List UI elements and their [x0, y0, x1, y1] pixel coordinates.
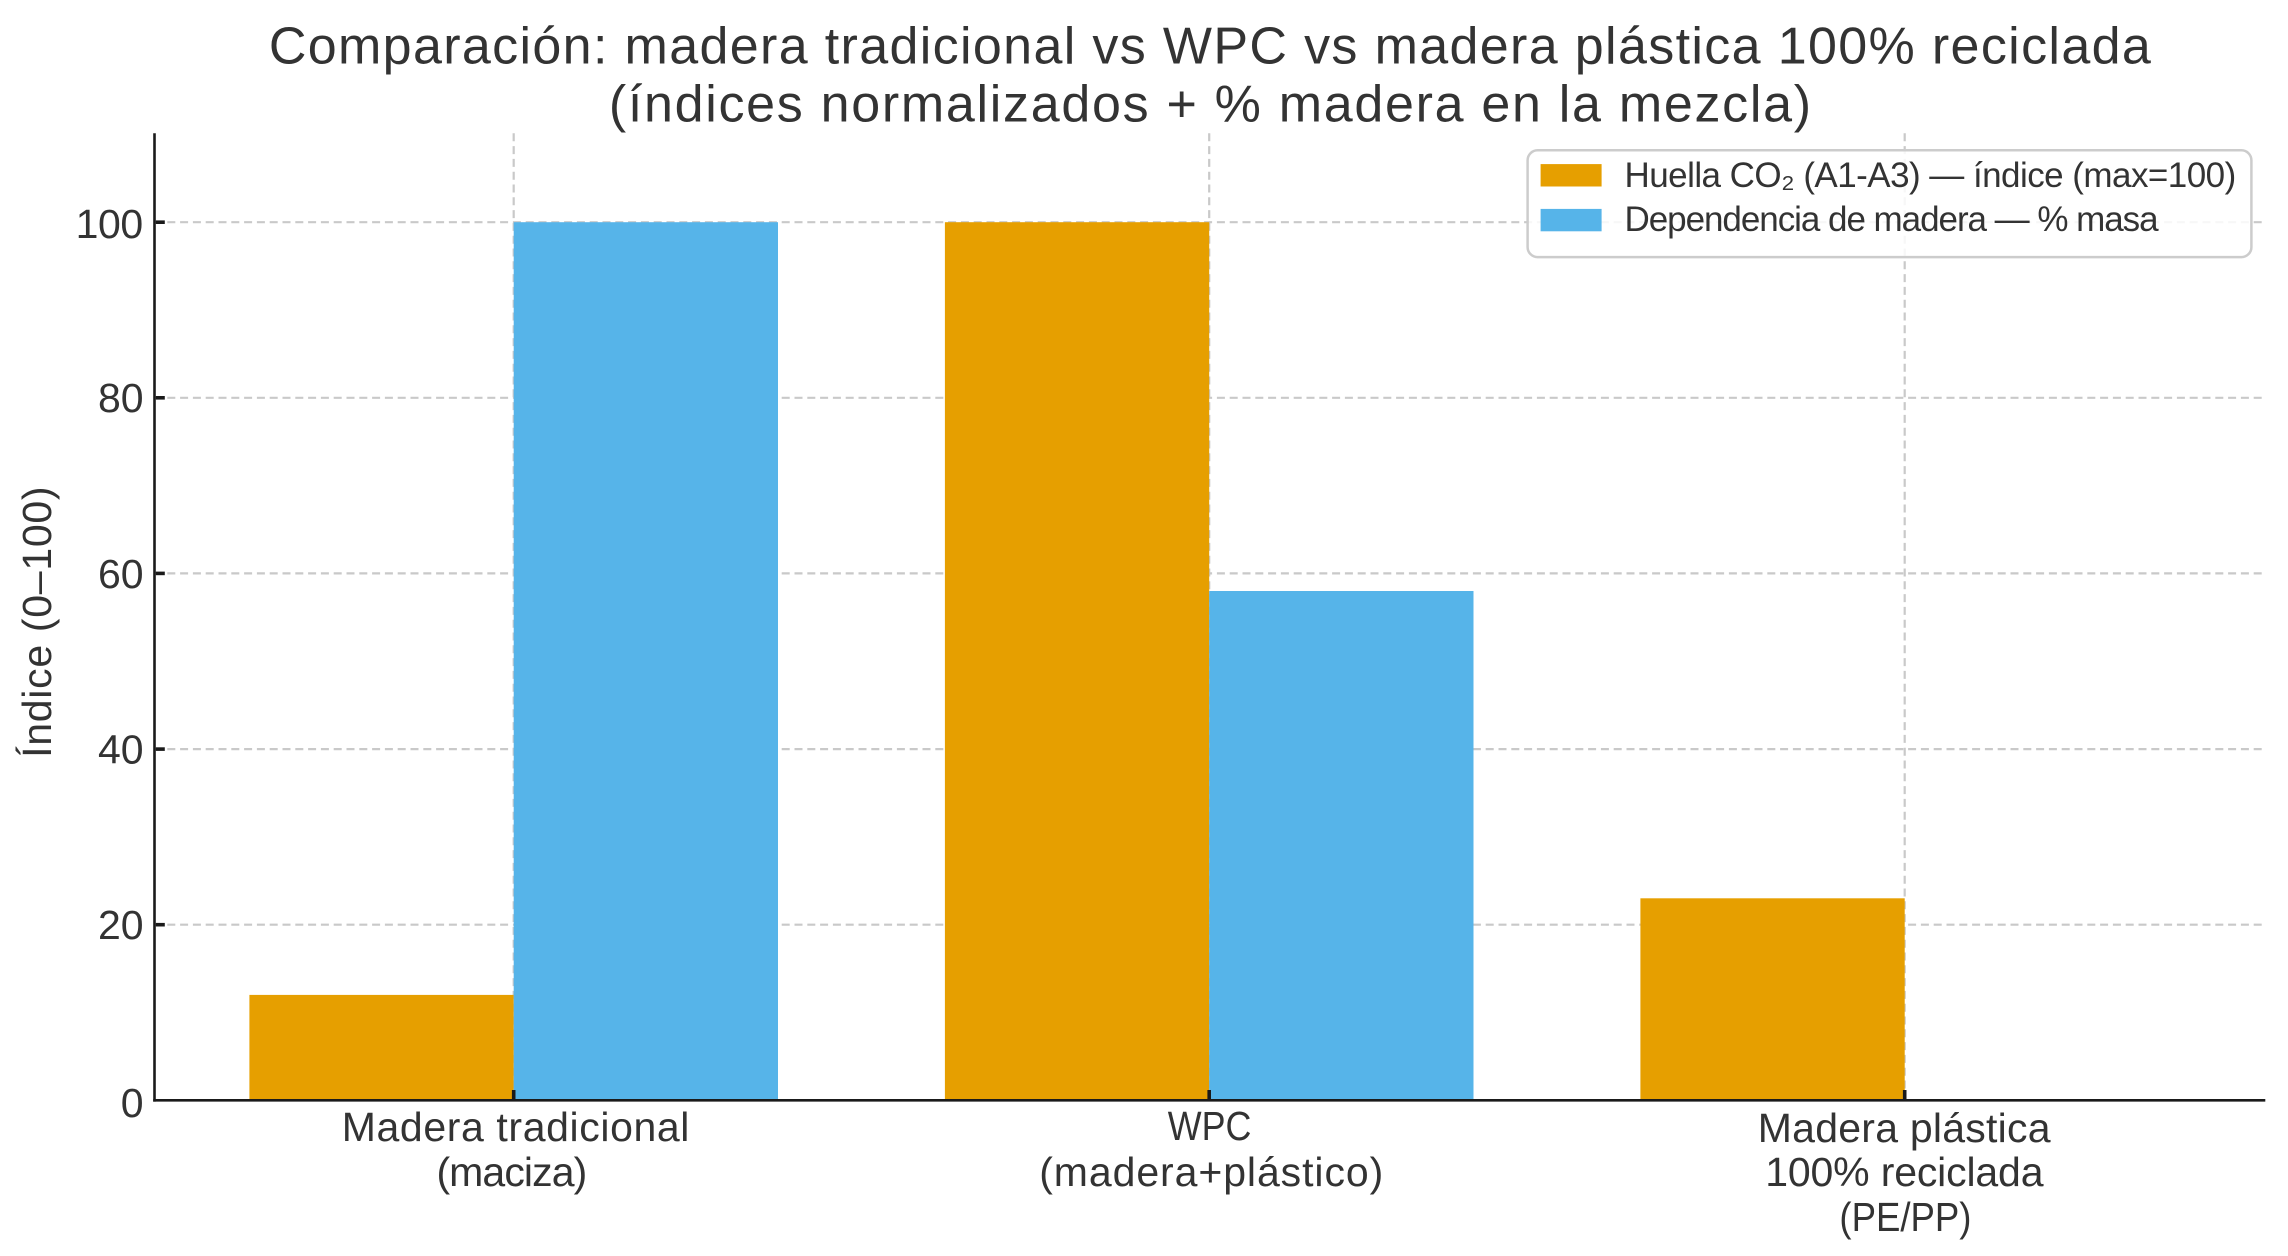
- svg-text:80: 80: [98, 375, 144, 421]
- svg-text:(maciza): (maciza): [436, 1149, 586, 1195]
- svg-text:Huella CO₂ (A1-A3) — índice (m: Huella CO₂ (A1-A3) — índice (max=100): [1625, 156, 2236, 195]
- svg-text:100% reciclada: 100% reciclada: [1765, 1149, 2043, 1195]
- svg-text:(índices normalizados + % made: (índices normalizados + % madera en la m…: [609, 76, 1813, 134]
- svg-text:WPC: WPC: [1168, 1104, 1252, 1150]
- svg-text:Madera plástica: Madera plástica: [1758, 1105, 2051, 1151]
- svg-text:(PE/PP): (PE/PP): [1839, 1195, 1971, 1240]
- svg-text:20: 20: [98, 902, 144, 948]
- svg-text:0: 0: [121, 1080, 144, 1126]
- svg-text:60: 60: [98, 551, 144, 597]
- svg-text:Dependencia de madera — % masa: Dependencia de madera — % masa: [1625, 200, 2160, 239]
- svg-text:100: 100: [76, 201, 143, 247]
- svg-text:40: 40: [98, 727, 144, 773]
- svg-text:Madera tradicional: Madera tradicional: [342, 1104, 690, 1150]
- svg-text:Índice (0–100): Índice (0–100): [14, 486, 60, 758]
- svg-text:(madera+plástico): (madera+plástico): [1039, 1149, 1384, 1195]
- svg-text:Comparación: madera tradiciona: Comparación: madera tradicional vs WPC v…: [269, 18, 2152, 76]
